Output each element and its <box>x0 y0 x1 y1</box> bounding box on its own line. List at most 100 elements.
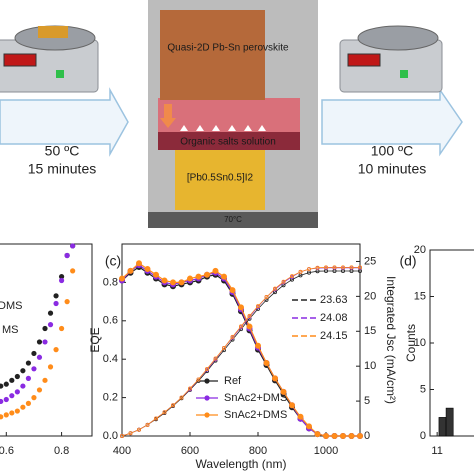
marker <box>255 304 260 309</box>
y2-axis-label: Integrated Jsc (mA/cm²) <box>384 276 398 404</box>
marker <box>230 334 235 339</box>
marker <box>237 304 244 311</box>
marker <box>170 403 175 408</box>
data-point <box>64 299 70 305</box>
y2-tick-label: 25 <box>364 255 376 267</box>
marker <box>264 297 269 302</box>
legend-label: 24.15 <box>320 330 348 342</box>
data-point <box>42 325 48 332</box>
marker <box>144 265 151 272</box>
marker <box>339 432 346 439</box>
marker <box>289 274 294 279</box>
arrow <box>160 104 176 128</box>
display <box>3 53 37 67</box>
data-point <box>70 243 76 249</box>
marker <box>220 273 227 280</box>
data-point <box>25 360 32 366</box>
legend-marker <box>204 378 210 384</box>
solution-band <box>158 132 300 150</box>
marker <box>254 342 261 349</box>
plot-frame <box>121 243 361 437</box>
marker <box>263 360 270 367</box>
histogram-bar <box>438 417 447 437</box>
data-point <box>47 364 54 370</box>
marker <box>127 267 134 274</box>
legend-label: 24.08 <box>320 312 348 324</box>
y-tick-label: 0.4 <box>103 353 118 365</box>
marker <box>323 265 328 270</box>
x-tick-label: 400 <box>113 445 131 457</box>
x-tick-label: 0.6 <box>0 445 14 457</box>
schematic: 50 ºC 15 minutes Quasi-2D Pb-Sn perovski… <box>0 0 463 228</box>
data-point <box>58 325 65 332</box>
marker <box>162 410 167 415</box>
data-point <box>58 274 65 280</box>
data-point <box>20 368 26 374</box>
y-tick-label: 0.6 <box>103 315 118 327</box>
data-point <box>3 381 9 387</box>
legend-label: 23.63 <box>320 294 348 306</box>
marker <box>179 395 184 400</box>
panel-label: (d) <box>399 253 416 269</box>
data-point <box>31 366 37 372</box>
y-tick-label: 5 <box>420 383 426 395</box>
data-point <box>9 393 15 399</box>
y-tick-label: 0.2 <box>103 392 118 404</box>
marker <box>145 422 150 427</box>
y-tick-label: 15 <box>414 290 426 302</box>
y-tick-label: 0.8 <box>103 276 118 288</box>
arrow <box>0 87 129 157</box>
marker <box>356 432 363 439</box>
precursor-layer <box>175 150 265 210</box>
marker <box>297 413 304 420</box>
marker <box>322 432 329 439</box>
marker <box>204 366 209 371</box>
data-point <box>31 350 37 357</box>
data-point <box>42 339 48 345</box>
y2-tick-label: 5 <box>364 395 370 407</box>
marker <box>120 433 125 438</box>
y-axis-label: Counts <box>404 324 418 362</box>
legend-marker <box>204 412 210 418</box>
data-point <box>36 354 43 360</box>
button <box>56 70 64 78</box>
marker <box>246 323 253 330</box>
marker <box>178 279 185 286</box>
x-tick-label: 800 <box>249 445 267 457</box>
bottom-layer: [Pb0.5Sn0.5]I2 <box>187 173 254 184</box>
data-point <box>14 389 20 395</box>
marker <box>169 279 176 286</box>
data-point <box>36 339 43 345</box>
x-axis-label: Wavelength (nm) <box>196 457 287 471</box>
data-point <box>47 322 54 328</box>
marker <box>238 324 243 329</box>
data-point <box>53 347 59 353</box>
sample <box>38 26 68 38</box>
y-tick-label: 0.0 <box>103 430 118 442</box>
marker <box>272 286 277 291</box>
data-point <box>14 373 20 380</box>
hot-plate-top <box>357 25 439 51</box>
marker <box>195 273 202 280</box>
y-tick-label: 0 <box>420 430 426 442</box>
marker <box>264 295 269 300</box>
y2-tick-label: 0 <box>364 430 370 442</box>
marker <box>152 271 159 278</box>
marker <box>298 269 303 274</box>
data-point <box>9 377 15 383</box>
data-point <box>42 377 48 383</box>
panel: 11 0 5 10 15 20(d) Counts <box>399 244 474 457</box>
marker <box>203 271 210 278</box>
marker <box>161 277 168 284</box>
marker <box>247 313 252 318</box>
marker <box>187 386 192 391</box>
data-point <box>25 400 32 406</box>
marker <box>212 267 219 274</box>
marker <box>331 432 338 439</box>
legend-label: MS <box>2 324 19 336</box>
marker <box>186 275 193 282</box>
marker <box>332 265 337 270</box>
y-axis-label: EQE <box>88 327 102 352</box>
x-tick-label: 600 <box>181 445 199 457</box>
